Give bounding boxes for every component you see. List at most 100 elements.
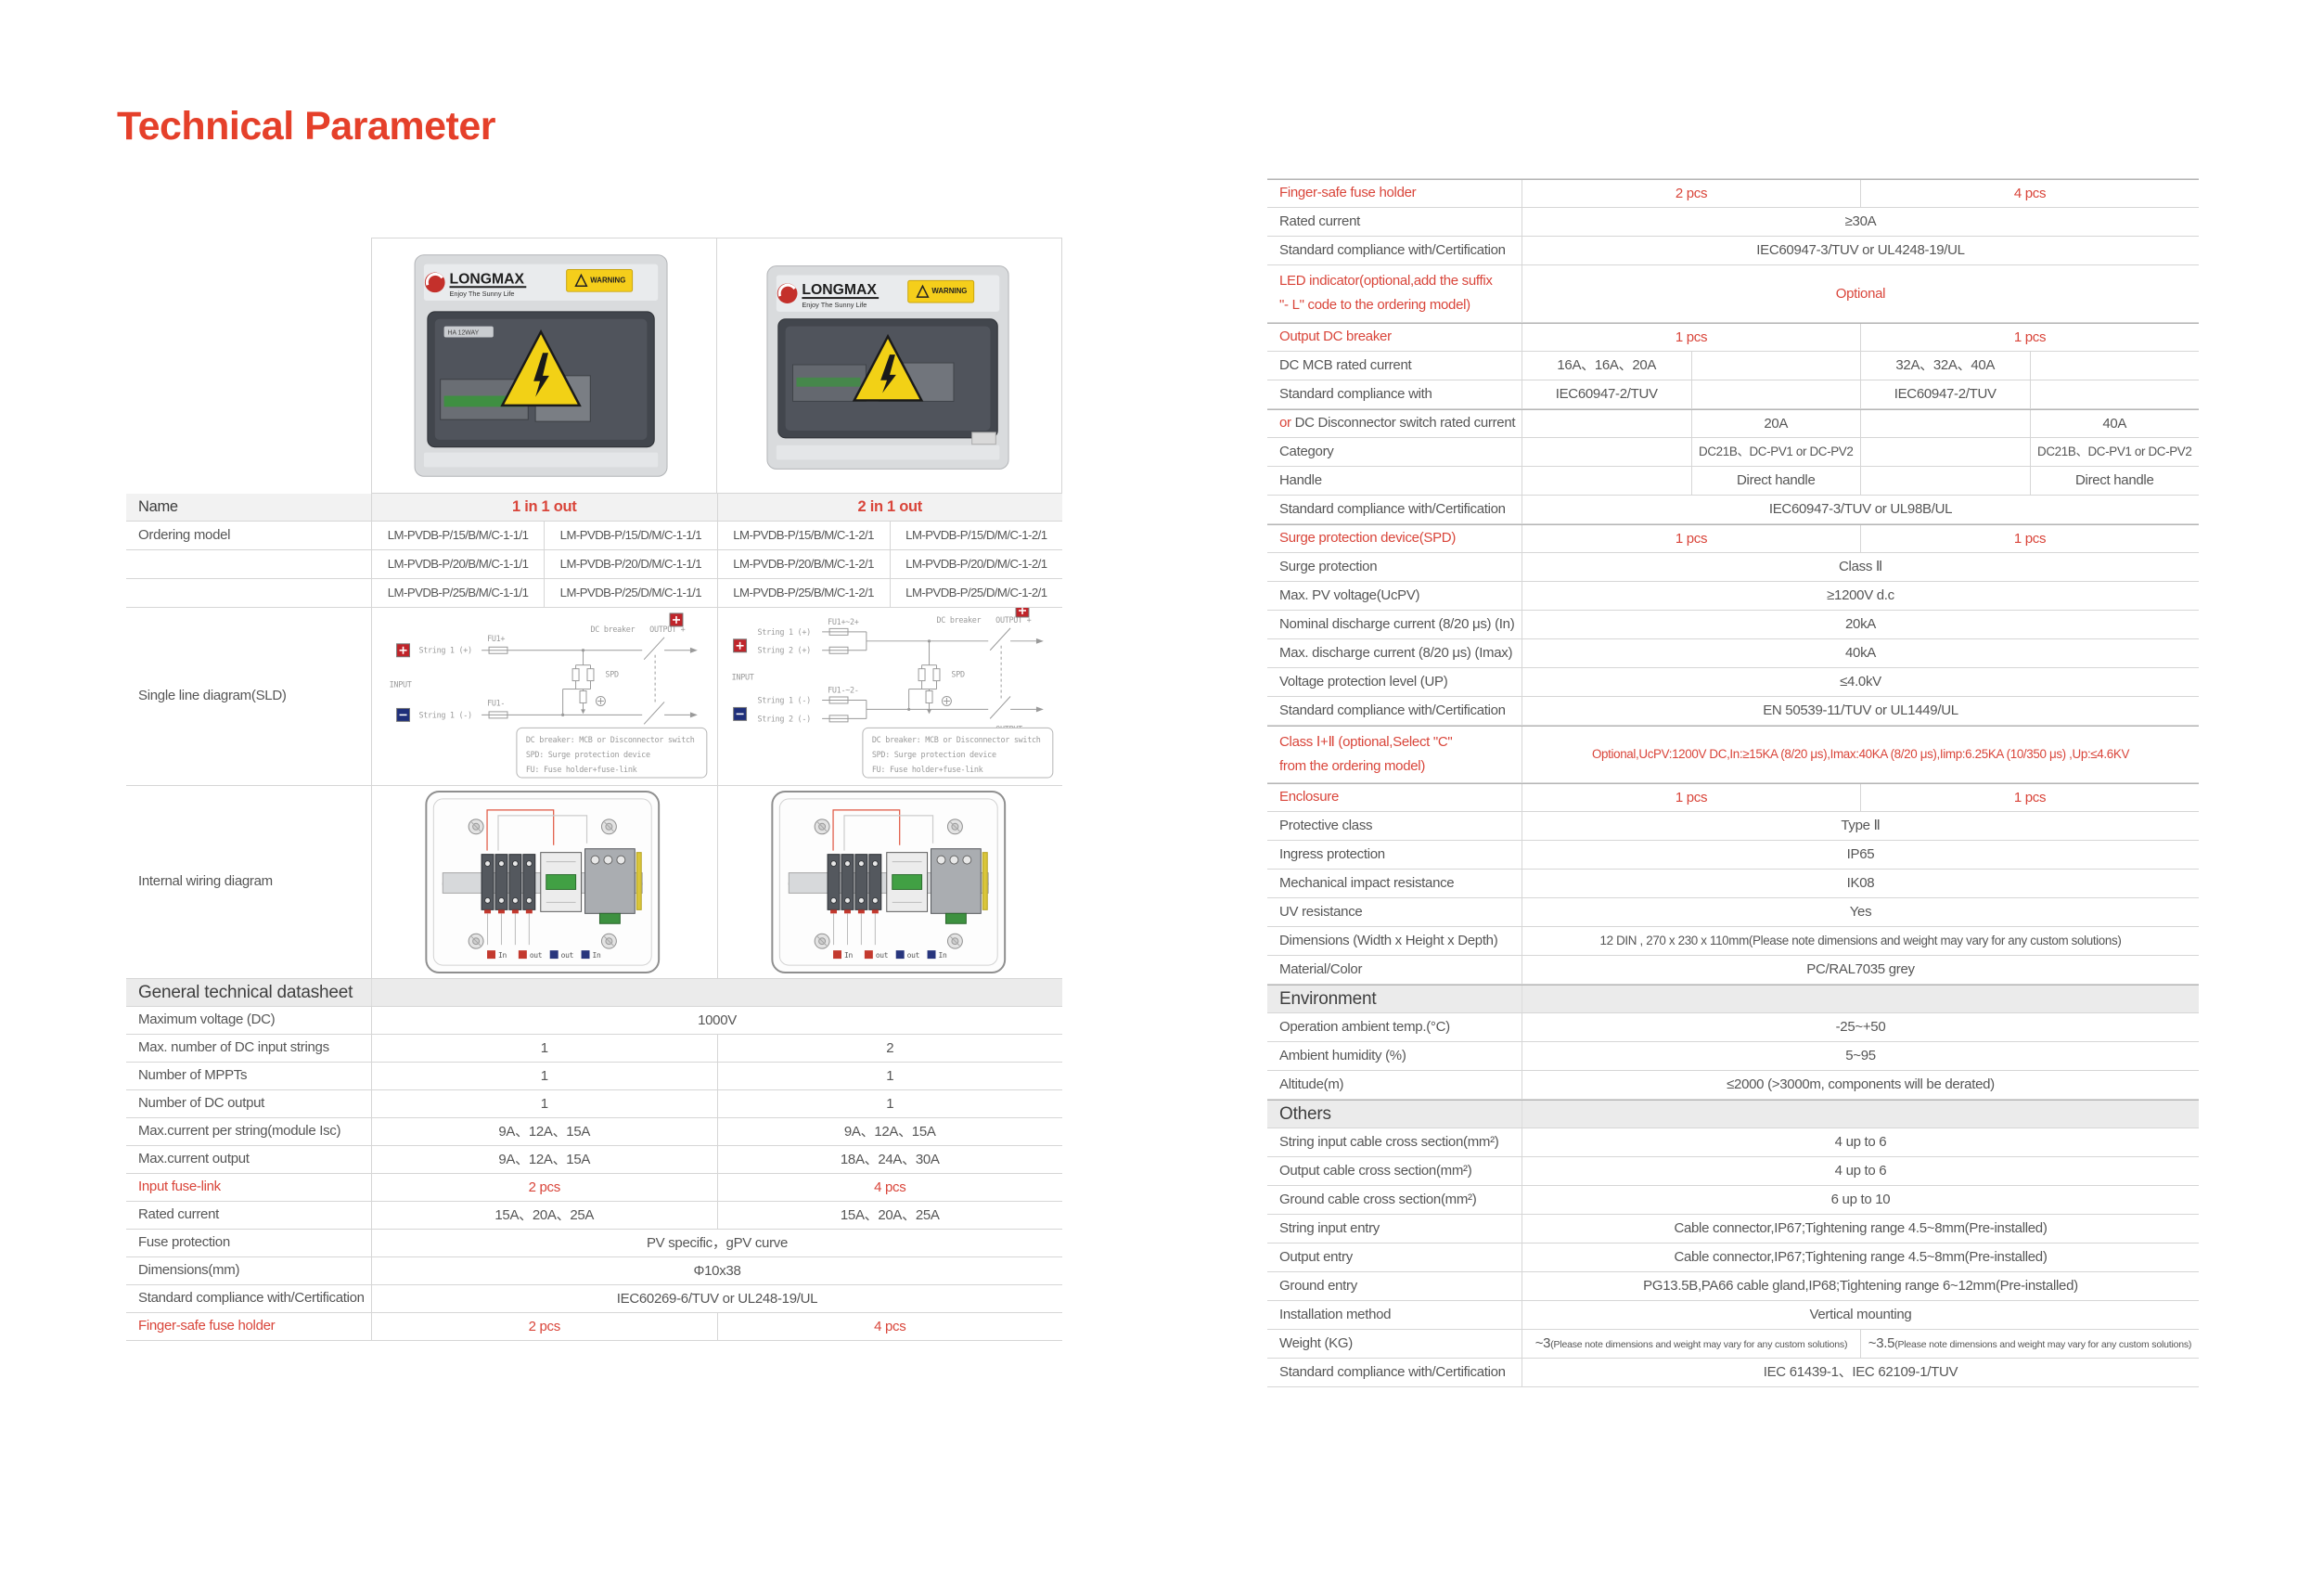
row-values: DC21B、DC-PV1 or DC-PV2 DC21B、DC-PV1 or DC…: [1522, 438, 2199, 466]
table-row: Number of MPPTs 1 1: [126, 1063, 1062, 1090]
row-label: Single line diagram(SLD): [138, 688, 287, 704]
value-cell: 4 pcs: [1860, 180, 2199, 207]
row-values: PV specific，gPV curve: [371, 1230, 1062, 1256]
row-values: Direct handle Direct handle: [1522, 467, 2199, 495]
table-row: Output cable cross section(mm²) 4 up to 6: [1267, 1157, 2199, 1186]
product-photo-1in1out: LONGMAX Enjoy The Sunny Life WARNING HA 12W…: [371, 238, 717, 494]
table-row: Voltage protection level (UP) ≤4.0kV: [1267, 668, 2199, 697]
table-row: Standard compliance with/Certification IE…: [1267, 237, 2199, 265]
product-photo-2in1out: LONGMAX Enjoy The Sunny Life WARNING: [716, 238, 1062, 494]
value-cell: 4 pcs: [716, 1313, 1063, 1340]
section-title: Others: [1279, 1103, 1331, 1124]
svg-text:FU1-~2-: FU1-~2-: [828, 686, 858, 695]
value-cell: 6 up to 10: [1522, 1186, 2199, 1214]
row-values: LM-PVDB-P/25/B/M/C-1-1/1 LM-PVDB-P/25/D/M…: [371, 579, 1062, 607]
table-row: DC MCB rated current 16A、16A、20A 32A、32A、4…: [1267, 352, 2199, 380]
row-values: IK08: [1522, 870, 2199, 897]
value-cell: IP65: [1522, 841, 2199, 869]
table-row: Ordering model LM-PVDB-P/15/B/M/C-1-1/1 LM…: [126, 522, 1062, 550]
row-values: IEC60947-2/TUV IEC60947-2/TUV: [1522, 380, 2199, 408]
table-row: LM-PVDB-P/20/B/M/C-1-1/1 LM-PVDB-P/20/D/M…: [126, 550, 1062, 579]
table-row: Standard compliance with IEC60947-2/TUV IE…: [1267, 380, 2199, 409]
value-cell: 20A: [1690, 410, 1861, 437]
value-cell: 1 pcs: [1522, 784, 1860, 811]
table-row: Nominal discharge current (8/20 μs) (In)…: [1267, 611, 2199, 639]
row-values: Φ10x38: [371, 1257, 1062, 1284]
row-values: PG13.5B,PA66 cable gland,IP68;Tightening…: [1522, 1272, 2199, 1300]
table-row: Fuse protection PV specific，gPV curve: [126, 1230, 1062, 1257]
value-cell: [1522, 438, 1691, 466]
row-values: EN 50539-11/TUV or UL1449/UL: [1522, 697, 2199, 725]
single-line-diagram-2in1out: String 1 (+) String 2 (+) FU1+~2+ String 1 …: [716, 608, 1062, 785]
value-cell: ≤2000 (>3000m, components will be derate…: [1522, 1071, 2199, 1099]
row-label: String input entry: [1279, 1219, 1380, 1236]
svg-text:FU: Fuse holder+fuse-link: FU: Fuse holder+fuse-link: [871, 765, 982, 774]
table-row: Ground entry PG13.5B,PA66 cable gland,IP6…: [1267, 1272, 2199, 1301]
svg-text:In: In: [593, 951, 601, 960]
svg-text:out: out: [906, 951, 918, 960]
row-values: 1 pcs 1 pcs: [1522, 324, 2199, 351]
value-cell: 1 pcs: [1860, 525, 2199, 552]
row-values: IEC60947-3/TUV or UL98B/UL: [1522, 496, 2199, 523]
value-cell: -25~+50: [1522, 1013, 2199, 1041]
table-row: Protective class Type Ⅱ: [1267, 812, 2199, 841]
svg-text:SPD: SPD: [951, 670, 965, 679]
row-label: Max. discharge current (8/20 μs) (Imax): [1279, 644, 1513, 661]
table-row: Max. number of DC input strings 1 2: [126, 1035, 1062, 1063]
value-cell: ≥30A: [1522, 208, 2199, 236]
svg-text:DC breaker: DC breaker: [936, 615, 981, 625]
svg-text:WARNING: WARNING: [590, 276, 625, 284]
row-values: ~3(Please note dimensions and weight may…: [1522, 1330, 2199, 1358]
row-values: ≤2000 (>3000m, components will be derate…: [1522, 1071, 2199, 1099]
row-label: Fuse protection: [138, 1234, 230, 1251]
value-cell: LM-PVDB-P/25/B/M/C-1-1/1: [371, 579, 544, 607]
row-values: IEC60269-6/TUV or UL248-19/UL: [371, 1285, 1062, 1312]
table-row: Standard compliance with/Certification IE…: [1267, 1359, 2199, 1387]
value-cell: 32A、32A、40A: [1860, 352, 2030, 380]
table-row: Operation ambient temp.(°C) -25~+50: [1267, 1013, 2199, 1042]
svg-text:In: In: [843, 951, 852, 960]
svg-text:String 2 (-): String 2 (-): [757, 714, 810, 723]
section-filler: [1522, 986, 2199, 1012]
value-cell: 18A、24A、30A: [716, 1146, 1063, 1173]
internal-wiring-diagram-1in1out: In out out In: [371, 786, 717, 978]
row-values: Cable connector,IP67;Tightening range 4.…: [1522, 1244, 2199, 1271]
row-values: 5~95: [1522, 1042, 2199, 1070]
row-label: Weight (KG): [1279, 1334, 1353, 1351]
svg-text:out: out: [561, 951, 573, 960]
row-values: IEC 61439-1、IEC 62109-1/TUV: [1522, 1359, 2199, 1386]
row-values: 40kA: [1522, 639, 2199, 667]
table-row: Finger-safe fuse holder 2 pcs 4 pcs: [126, 1313, 1062, 1341]
row-values: ≥30A: [1522, 208, 2199, 236]
row-label: Output DC breaker: [1279, 329, 1392, 345]
svg-text:WARNING: WARNING: [931, 287, 967, 295]
row-values: ≤4.0kV: [1522, 668, 2199, 696]
table-row: or DC Disconnector switch rated current 2…: [1267, 409, 2199, 438]
value-cell: Vertical mounting: [1522, 1301, 2199, 1329]
value-cell: [2029, 380, 2200, 408]
svg-text:LONGMAX: LONGMAX: [802, 282, 877, 298]
svg-text:DC breaker: MCB or Disconnecto: DC breaker: MCB or Disconnector switch: [526, 735, 695, 744]
value-cell: LM-PVDB-P/15/D/M/C-1-1/1: [544, 522, 716, 549]
value-cell: IEC 61439-1、IEC 62109-1/TUV: [1522, 1359, 2199, 1386]
value-cell: [1690, 380, 1861, 408]
internal-wiring-diagram-2in1out: In out out In: [716, 786, 1062, 978]
section-header-row: Environment: [1267, 985, 2199, 1013]
table-row: Input fuse-link 2 pcs 4 pcs: [126, 1174, 1062, 1202]
value-cell: Optional: [1522, 265, 2199, 322]
row-label: Rated current: [138, 1206, 219, 1223]
row-values: 1000V: [371, 1007, 1062, 1034]
row-label: Voltage protection level (UP): [1279, 673, 1448, 689]
value-cell: EN 50539-11/TUV or UL1449/UL: [1522, 697, 2199, 725]
row-label: Nominal discharge current (8/20 μs) (In): [1279, 615, 1515, 632]
value-cell: 9A、12A、15A: [716, 1118, 1063, 1145]
value-cell: IEC60947-2/TUV: [1522, 380, 1691, 408]
row-values: IEC60947-3/TUV or UL4248-19/UL: [1522, 237, 2199, 264]
svg-text:INPUT: INPUT: [390, 680, 412, 689]
table-row: Max. discharge current (8/20 μs) (Imax) 4…: [1267, 639, 2199, 668]
row-label: UV resistance: [1279, 903, 1363, 920]
row-label: Max.current per string(module Isc): [138, 1123, 341, 1140]
value-cell: 1: [371, 1063, 717, 1089]
svg-text:out: out: [875, 951, 887, 960]
